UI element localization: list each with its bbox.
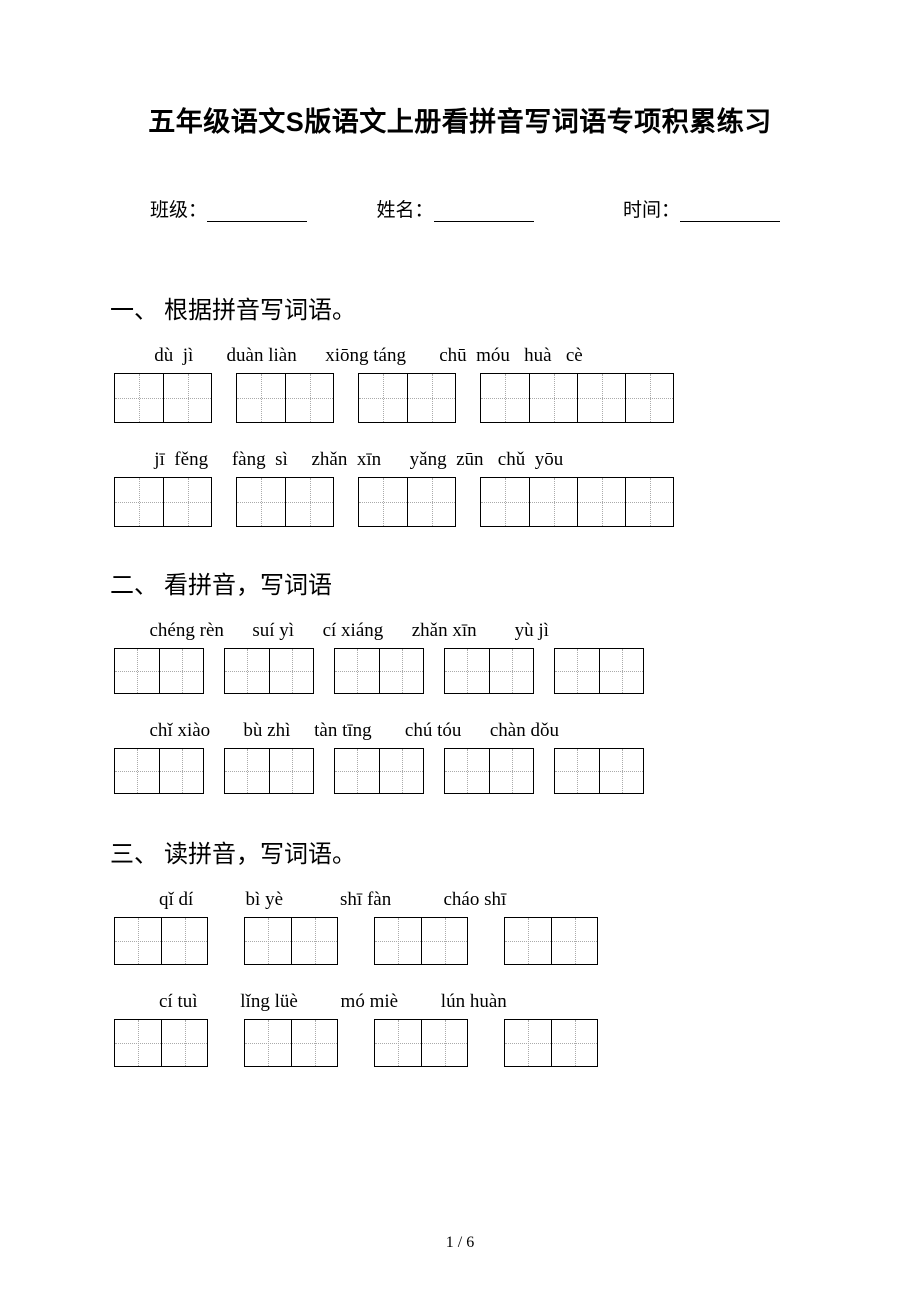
char-box-group[interactable] [554, 648, 644, 694]
char-box-group[interactable] [374, 1019, 468, 1067]
name-input-line[interactable] [434, 204, 534, 222]
class-input-line[interactable] [207, 204, 307, 222]
section-3-row-2-boxes [114, 1019, 810, 1067]
char-box-group[interactable] [504, 917, 598, 965]
time-label: 时间： [623, 195, 680, 222]
char-box-group[interactable] [114, 917, 208, 965]
char-box-group[interactable] [504, 1019, 598, 1067]
section-2-row-2-pinyin: chǐ xiào bù zhì tàn tīng chú tóu chàn dǒ… [140, 720, 810, 742]
char-box-group[interactable] [224, 748, 314, 794]
section-1-row-2-boxes [114, 477, 810, 527]
section-2-heading: 二、 看拼音，写词语 [110, 565, 810, 600]
char-box-group[interactable] [374, 917, 468, 965]
char-box-group[interactable] [358, 373, 456, 423]
char-box-group[interactable] [334, 748, 424, 794]
worksheet-page: 五年级语文S版语文上册看拼音写词语专项积累练习 班级： 姓名： 时间： 一、 根… [0, 0, 920, 1302]
char-box-group[interactable] [334, 648, 424, 694]
char-box-group[interactable] [480, 477, 674, 527]
char-box-group[interactable] [236, 373, 334, 423]
char-box-group[interactable] [444, 748, 534, 794]
section-1-heading: 一、 根据拼音写词语。 [110, 290, 810, 325]
section-3-row-1-pinyin: qǐ dí bì yè shī fàn cháo shī [140, 889, 810, 911]
section-2-row-1-pinyin: chéng rèn suí yì cí xiáng zhǎn xīn yù jì [140, 620, 810, 642]
char-box-group[interactable] [244, 917, 338, 965]
class-label: 班级： [150, 195, 207, 222]
section-3-row-2-pinyin: cí tuì lǐng lüè mó miè lún huàn [140, 991, 810, 1013]
char-box-group[interactable] [244, 1019, 338, 1067]
char-box-group[interactable] [236, 477, 334, 527]
section-2-row-1-boxes [114, 648, 810, 694]
time-input-line[interactable] [680, 204, 780, 222]
info-row: 班级： 姓名： 时间： [110, 195, 810, 222]
char-box-group[interactable] [480, 373, 674, 423]
char-box-group[interactable] [114, 1019, 208, 1067]
section-1-row-2-pinyin: jī fěng fàng sì zhǎn xīn yǎng zūn chǔ yō… [140, 449, 810, 471]
section-2-row-2-boxes [114, 748, 810, 794]
char-box-group[interactable] [444, 648, 534, 694]
char-box-group[interactable] [114, 648, 204, 694]
char-box-group[interactable] [554, 748, 644, 794]
char-box-group[interactable] [114, 373, 212, 423]
char-box-group[interactable] [114, 477, 212, 527]
char-box-group[interactable] [114, 748, 204, 794]
page-number: 1 / 6 [0, 1234, 920, 1252]
page-title: 五年级语文S版语文上册看拼音写词语专项积累练习 [110, 100, 810, 139]
section-1-row-1-pinyin: dù jì duàn liàn xiōng táng chū móu huà c… [140, 345, 810, 367]
char-box-group[interactable] [224, 648, 314, 694]
section-3-row-1-boxes [114, 917, 810, 965]
char-box-group[interactable] [358, 477, 456, 527]
section-3-heading: 三、 读拼音，写词语。 [110, 834, 810, 869]
name-label: 姓名： [377, 195, 434, 222]
section-1-row-1-boxes [114, 373, 810, 423]
